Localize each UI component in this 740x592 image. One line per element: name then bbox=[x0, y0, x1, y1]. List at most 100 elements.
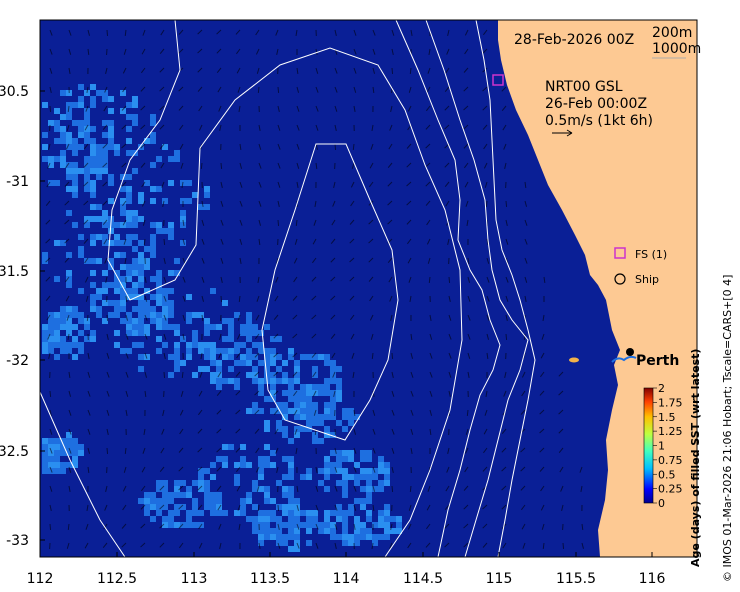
current-arrow bbox=[353, 29, 357, 36]
sst-patch-cell bbox=[264, 498, 270, 504]
sst-patch-cell bbox=[90, 270, 96, 276]
x-tick-label: 113 bbox=[181, 571, 208, 587]
sst-patch-cell bbox=[72, 174, 78, 180]
sst-patch-cell bbox=[54, 456, 60, 462]
current-arrow bbox=[467, 295, 471, 302]
current-arrow bbox=[425, 143, 431, 149]
sst-patch-cell bbox=[282, 534, 288, 540]
current-arrow bbox=[558, 409, 564, 415]
current-arrow bbox=[85, 523, 89, 530]
sst-patch-cell bbox=[336, 396, 342, 402]
current-arrow bbox=[293, 390, 298, 397]
sst-patch-cell bbox=[90, 258, 96, 264]
eddy-inner-contour bbox=[261, 143, 399, 441]
sst-patch-cell bbox=[108, 264, 114, 270]
sst-patch-cell bbox=[264, 396, 270, 402]
sst-patch-cell bbox=[324, 522, 330, 528]
current-arrow bbox=[521, 523, 526, 530]
sst-patch-cell bbox=[282, 402, 288, 408]
sst-patch-cell bbox=[90, 306, 96, 312]
current-arrow bbox=[216, 447, 222, 453]
current-arrow bbox=[391, 466, 394, 473]
sst-patch-cell bbox=[90, 216, 96, 222]
sst-patch-cell bbox=[156, 480, 162, 486]
sst-patch-cell bbox=[204, 354, 210, 360]
sst-patch-cell bbox=[84, 120, 90, 126]
sst-patch-cell bbox=[234, 384, 240, 390]
current-arrow bbox=[122, 200, 127, 207]
current-arrow bbox=[369, 162, 374, 169]
sst-patch-cell bbox=[138, 366, 144, 372]
current-arrow bbox=[217, 371, 222, 378]
sst-patch-cell bbox=[360, 486, 366, 492]
sst-patch-cell bbox=[156, 186, 162, 192]
current-arrow bbox=[520, 466, 526, 472]
sst-patch-cell bbox=[168, 354, 174, 360]
sst-patch-cell bbox=[252, 378, 258, 384]
sst-patch-cell bbox=[252, 486, 258, 492]
sst-patch-cell bbox=[216, 492, 222, 498]
sst-patch-cell bbox=[372, 474, 378, 480]
sst-patch-cell bbox=[342, 456, 348, 462]
sst-patch-cell bbox=[48, 450, 54, 456]
swan-river bbox=[611, 355, 637, 363]
current-arrow bbox=[121, 542, 127, 548]
current-arrow bbox=[315, 105, 319, 112]
sst-patch-cell bbox=[300, 402, 306, 408]
current-arrow bbox=[219, 542, 222, 549]
sst-patch-cell bbox=[342, 480, 348, 486]
sst-patch-cell bbox=[144, 354, 150, 360]
current-arrow bbox=[124, 447, 127, 455]
current-arrow bbox=[425, 105, 431, 112]
current-date: 26-Feb 00:00Z bbox=[545, 96, 647, 112]
sst-patch-cell bbox=[318, 420, 324, 426]
sst-patch-cell bbox=[138, 318, 144, 324]
current-arrow bbox=[501, 485, 507, 491]
current-arrow bbox=[501, 447, 507, 453]
sst-patch-cell bbox=[150, 498, 156, 504]
sst-patch-cell bbox=[300, 522, 306, 528]
sst-patch-cell bbox=[240, 360, 246, 366]
sst-patch-cell bbox=[54, 318, 60, 324]
current-arrow bbox=[292, 371, 298, 377]
sst-patch-cell bbox=[312, 438, 318, 444]
sst-patch-cell bbox=[120, 294, 126, 300]
sst-patch-cell bbox=[360, 456, 366, 462]
sst-patch-cell bbox=[174, 354, 180, 360]
sst-patch-cell bbox=[114, 300, 120, 306]
sst-patch-cell bbox=[114, 276, 120, 282]
sst-patch-cell bbox=[54, 336, 60, 342]
current-arrow bbox=[201, 238, 205, 245]
current-arrow bbox=[387, 200, 393, 206]
current-arrow bbox=[391, 29, 395, 36]
sst-patch-cell bbox=[78, 132, 84, 138]
current-arrow bbox=[220, 162, 223, 170]
sst-patch-cell bbox=[54, 138, 60, 144]
current-arrow bbox=[464, 29, 469, 36]
current-arrow bbox=[464, 447, 469, 454]
sst-patch-cell bbox=[108, 312, 114, 318]
sst-patch-cell bbox=[174, 504, 180, 510]
sst-patch-cell bbox=[288, 456, 294, 462]
current-arrow bbox=[467, 314, 471, 321]
current-arrow bbox=[178, 86, 184, 92]
current-arrow bbox=[448, 371, 452, 378]
sst-patch-cell bbox=[162, 228, 168, 234]
sst-patch-cell bbox=[78, 96, 84, 102]
current-arrow bbox=[524, 200, 528, 207]
sst-patch-cell bbox=[132, 96, 138, 102]
current-arrow bbox=[369, 295, 374, 302]
sst-patch-cell bbox=[312, 402, 318, 408]
current-arrow bbox=[296, 86, 300, 93]
current-arrow bbox=[482, 523, 488, 529]
current-arrow bbox=[505, 333, 508, 341]
sst-patch-cell bbox=[90, 150, 96, 156]
sst-patch-cell bbox=[384, 522, 390, 528]
sst-patch-cell bbox=[90, 144, 96, 150]
sst-patch-cell bbox=[378, 510, 384, 516]
current-arrow bbox=[258, 542, 261, 549]
current-arrow bbox=[371, 352, 374, 360]
sst-patch-cell bbox=[342, 522, 348, 528]
current-arrow bbox=[524, 181, 527, 189]
current-arrow bbox=[121, 105, 127, 111]
